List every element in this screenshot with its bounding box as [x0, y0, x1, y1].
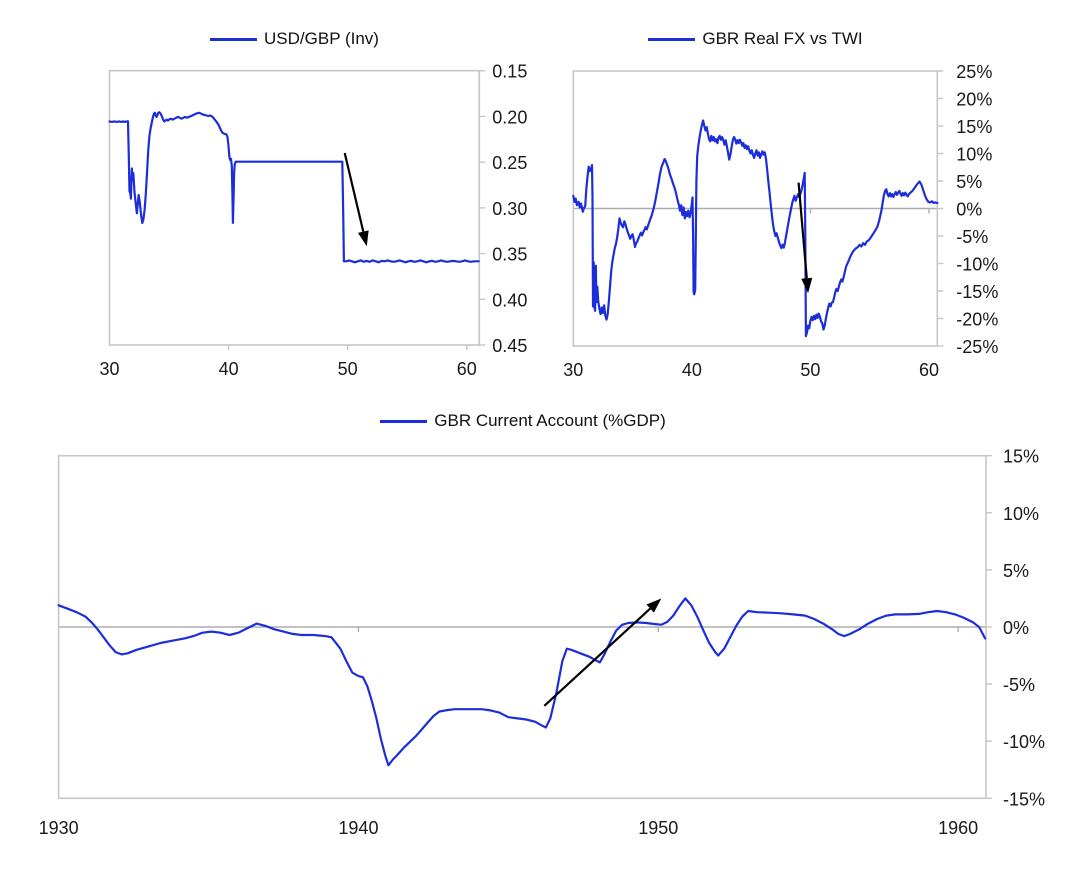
- y-tick-label: 25%: [956, 62, 992, 82]
- y-tick-label: 0.35: [492, 245, 527, 265]
- plot-frame: [108, 69, 481, 346]
- series-line-gbr-current-account: [57, 597, 987, 767]
- x-tick-label: 1960: [938, 818, 978, 838]
- y-tick-label: 10%: [1003, 504, 1039, 524]
- x-tick-label: 30: [563, 360, 583, 380]
- x-tick-label: 1930: [39, 818, 79, 838]
- annotation-arrow-usd-gbp-inv: [343, 152, 365, 232]
- annotation-arrow-gbr-current-account: [543, 607, 651, 707]
- series-line-usd-gbp-inv: [108, 111, 480, 264]
- legend-usd-gbp: USD/GBP (Inv): [109, 29, 480, 49]
- y-tick-label: -20%: [956, 310, 998, 330]
- y-tick-label: -10%: [956, 255, 998, 275]
- x-tick-label: 40: [682, 360, 702, 380]
- y-tick-label: -5%: [1003, 675, 1035, 695]
- y-tick-label: -15%: [956, 282, 998, 302]
- x-tick-label: 1950: [638, 818, 678, 838]
- y-tick-label: 0.15: [492, 62, 527, 82]
- y-tick-label: 0.30: [492, 199, 527, 219]
- y-tick-label: 5%: [1003, 561, 1029, 581]
- series-line-gbr-real-fx: [572, 119, 939, 338]
- y-tick-label: 15%: [1003, 447, 1039, 467]
- annotation-arrowhead-gbr-current-account: [646, 598, 662, 613]
- legend-label: GBR Current Account (%GDP): [434, 411, 666, 430]
- y-tick-label: 0.45: [492, 336, 527, 356]
- y-tick-label: 0.20: [492, 107, 527, 127]
- y-tick-label: 20%: [956, 90, 992, 110]
- x-tick-label: 60: [919, 360, 939, 380]
- x-tick-label: 50: [338, 359, 358, 379]
- annotation-arrow-gbr-real-fx: [797, 182, 808, 279]
- y-tick-label: 0%: [956, 200, 982, 220]
- y-tick-label: 10%: [956, 145, 992, 165]
- y-tick-label: 0.40: [492, 290, 527, 310]
- legend-label: GBR Real FX vs TWI: [702, 29, 863, 48]
- chart-gbr-real-fx: 25% 20% 15% 10% 5% 0% -5% -10% -15% -20% -25% 30 40 5…: [563, 62, 998, 380]
- x-tick-label: 60: [457, 359, 477, 379]
- annotation-arrowhead-usd-gbp-inv: [357, 230, 369, 247]
- legend-gbr-current-account: GBR Current Account (%GDP): [59, 411, 987, 431]
- chart-gbr-current-account: 15% 10% 5% 0% -5% -10% -15% 1930 1940 1950 1960: [39, 447, 1045, 838]
- legend-gbr-real-fx: GBR Real FX vs TWI: [573, 29, 938, 49]
- x-tick-label: 50: [800, 360, 820, 380]
- legend-line-icon: [648, 37, 696, 41]
- legend-line-icon: [380, 419, 428, 423]
- annotation-arrowhead-gbr-real-fx: [801, 277, 813, 294]
- chart-usd-gbp-inv: 0.15 0.20 0.25 0.30 0.35 0.40 0.45 30 40 50 60: [99, 62, 527, 379]
- y-tick-label: -15%: [1003, 789, 1045, 809]
- legend-line-icon: [210, 37, 258, 41]
- y-tick-label: -25%: [956, 337, 998, 357]
- y-tick-label: 0.25: [492, 153, 527, 173]
- y-tick-label: -10%: [1003, 732, 1045, 752]
- x-tick-label: 40: [219, 359, 239, 379]
- y-tick-label: -5%: [956, 227, 988, 247]
- y-tick-label: 15%: [956, 117, 992, 137]
- x-tick-label: 1940: [338, 818, 378, 838]
- y-tick-label: 0%: [1003, 618, 1029, 638]
- x-tick-label: 30: [99, 359, 119, 379]
- legend-label: USD/GBP (Inv): [264, 29, 379, 48]
- y-tick-label: 5%: [956, 172, 982, 192]
